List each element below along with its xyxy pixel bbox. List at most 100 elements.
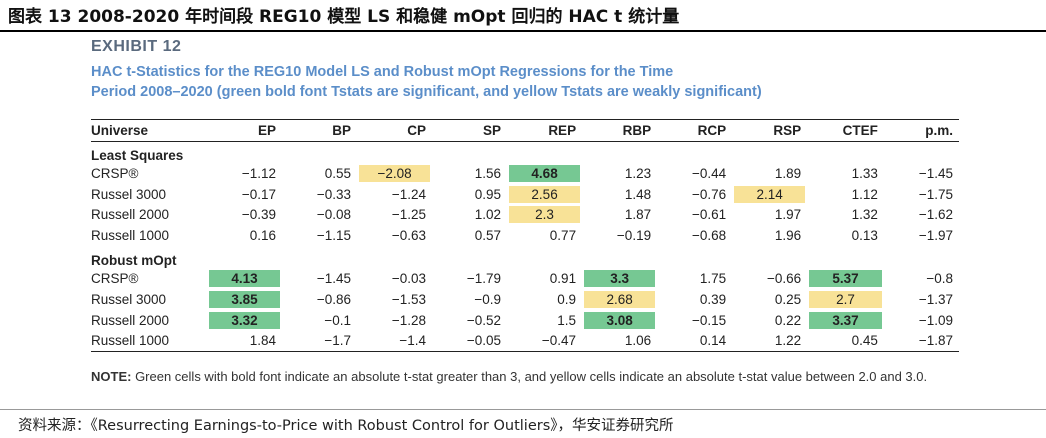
- cell-value: 1.84: [249, 333, 277, 349]
- cell-value: −1.45: [316, 271, 352, 287]
- table-cell: 2.56: [507, 184, 582, 205]
- table-cell: 0.14: [657, 331, 732, 352]
- table-cell: 0.9: [507, 289, 582, 310]
- cell-value: −1.24: [391, 186, 427, 202]
- table-cell: −0.08: [282, 205, 357, 226]
- cell-value: −1.53: [391, 291, 427, 307]
- cell-value: −0.1: [324, 312, 352, 328]
- cell-value: −1.4: [399, 333, 427, 349]
- table-cell: −1.15: [282, 225, 357, 246]
- row-label: Russell 2000: [91, 207, 170, 223]
- table-cell: −1.79: [432, 268, 507, 289]
- cell-value: −1.25: [391, 207, 427, 223]
- cell-value: 0.9: [557, 291, 577, 307]
- cell-value: 0.91: [549, 271, 577, 287]
- table-cell: −0.1: [282, 310, 357, 331]
- table-row: Russel 3000 −0.17 −0.33 −1.24 0.95 2.56 1.48 −0…: [91, 184, 959, 205]
- tstat-table: Universe EP BP CP SP REP RBP RCP RSP CTEF p.m. Lea…: [91, 120, 959, 351]
- table-cell: 0.16: [207, 225, 282, 246]
- table-cell: −1.4: [357, 331, 432, 352]
- cell-value: 0.13: [851, 228, 878, 244]
- table-cell: −0.17: [207, 184, 282, 205]
- table-cell: 0.77: [507, 225, 582, 246]
- cell-value: 1.48: [624, 186, 652, 202]
- table-cell: −0.76: [657, 184, 732, 205]
- column-header: RSP: [773, 123, 802, 138]
- cell-value: 0.22: [774, 312, 802, 328]
- cell-value: 1.33: [851, 165, 878, 181]
- table-cell: 2.14: [732, 184, 807, 205]
- cell-value: 1.02: [474, 207, 502, 223]
- cell-value: 3.85: [209, 290, 281, 308]
- cell-value: 1.22: [774, 333, 802, 349]
- cell-value: −1.62: [918, 207, 953, 223]
- cell-value: 3.08: [584, 311, 656, 329]
- row-label: CRSP®: [91, 271, 139, 287]
- cell-value: 1.96: [774, 228, 802, 244]
- cell-value: −1.7: [324, 333, 352, 349]
- table-cell: −0.15: [657, 310, 732, 331]
- table-cell: −0.47: [507, 331, 582, 352]
- table-cell: 3.32: [207, 310, 282, 331]
- section-title: Least Squares: [91, 148, 184, 163]
- cell-value: −0.08: [316, 207, 352, 223]
- table-cell: −0.86: [282, 289, 357, 310]
- table-cell: 3.85: [207, 289, 282, 310]
- table-cell: 0.13: [807, 225, 884, 246]
- caption-divider: [0, 30, 1046, 32]
- table-cell: 1.33: [807, 163, 884, 184]
- cell-value: 0.95: [474, 186, 502, 202]
- cell-value: −0.8: [926, 271, 953, 287]
- table-cell: −0.33: [282, 184, 357, 205]
- column-header: CTEF: [842, 123, 878, 138]
- table-cell: −1.7: [282, 331, 357, 352]
- column-header: Universe: [91, 123, 149, 138]
- cell-value: −0.19: [616, 228, 652, 244]
- note-text: Green cells with bold font indicate an a…: [131, 369, 928, 384]
- table-cell: 1.96: [732, 225, 807, 246]
- cell-value: 4.68: [509, 164, 581, 182]
- table-cell: 0.57: [432, 225, 507, 246]
- table-row: Russel 3000 3.85 −0.86 −1.53 −0.9 0.9 2.68 0.39…: [91, 289, 959, 310]
- table-cell: 1.75: [657, 268, 732, 289]
- table-cell: 0.22: [732, 310, 807, 331]
- cell-value: −1.75: [918, 186, 953, 202]
- figure-caption: 图表 13 2008-2020 年时间段 REG10 模型 LS 和稳健 mOp…: [8, 7, 680, 27]
- table-cell: 1.5: [507, 310, 582, 331]
- exhibit-subtitle: HAC t-Statistics for the REG10 Model LS …: [91, 62, 991, 102]
- cell-value: −1.15: [316, 228, 352, 244]
- cell-value: −0.15: [691, 312, 727, 328]
- table-cell: 5.37: [807, 268, 884, 289]
- column-header: p.m.: [925, 123, 953, 138]
- cell-value: −0.03: [391, 271, 427, 287]
- table-row: Russell 1000 0.16 −1.15 −0.63 0.57 0.77 −0.19 −…: [91, 225, 959, 246]
- table-cell: −1.25: [357, 205, 432, 226]
- table-note: NOTE: Green cells with bold font indicat…: [91, 368, 971, 385]
- table-row: CRSP® 4.13 −1.45 −0.03 −1.79 0.91 3.3 1.75 −0.66…: [91, 268, 959, 289]
- cell-value: −0.66: [766, 271, 802, 287]
- cell-value: −1.97: [918, 228, 953, 244]
- table-header-rule: [91, 141, 959, 142]
- table-cell: −0.61: [657, 205, 732, 226]
- table-body: Least Squares CRSP® −1.12 0.55 −2.08 1.56 4.68…: [91, 141, 959, 351]
- cell-value: −0.47: [541, 333, 577, 349]
- cell-value: −0.86: [316, 291, 352, 307]
- table-cell: 1.84: [207, 331, 282, 352]
- column-header: REP: [548, 123, 577, 138]
- table-top-rule: [91, 119, 959, 120]
- table-cell: 0.45: [807, 331, 884, 352]
- cell-value: 2.68: [584, 290, 656, 308]
- table-row: Russell 1000 1.84 −1.7 −1.4 −0.05 −0.47 1.06 0.…: [91, 331, 959, 352]
- table-cell: 1.23: [582, 163, 657, 184]
- table-cell: −2.08: [357, 163, 432, 184]
- cell-value: −0.63: [391, 228, 427, 244]
- source-divider: [0, 409, 1046, 410]
- table-cell: 4.68: [507, 163, 582, 184]
- table-cell: −1.09: [884, 310, 959, 331]
- row-label: Russell 1000: [91, 228, 170, 244]
- section-header-row: Least Squares: [91, 141, 959, 163]
- table-cell: 1.12: [807, 184, 884, 205]
- section-title: Robust mOpt: [91, 253, 177, 269]
- table-cell: −1.37: [884, 289, 959, 310]
- cell-value: −1.37: [918, 291, 953, 307]
